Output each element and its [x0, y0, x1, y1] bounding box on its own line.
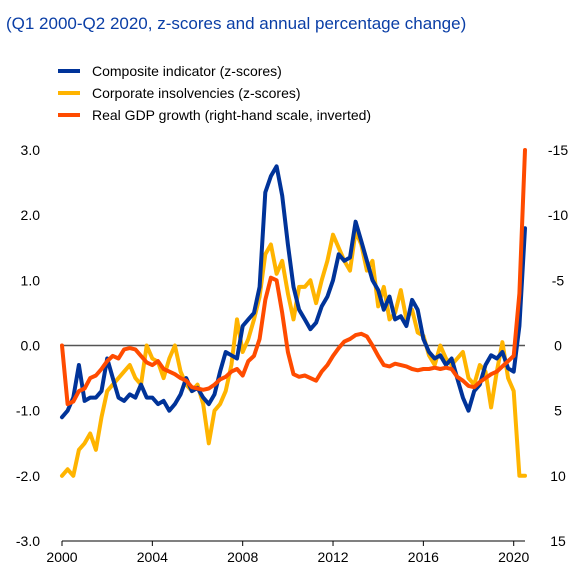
- x-tick-label: 2004: [137, 549, 168, 565]
- y-tick-label: -3.0: [16, 533, 40, 549]
- x-tick-label: 2012: [317, 549, 348, 565]
- x-tick-label: 2000: [46, 549, 77, 565]
- x-tick-label: 2020: [498, 549, 529, 565]
- legend-item-gdp: Real GDP growth (right-hand scale, inver…: [58, 104, 371, 126]
- legend-swatch-composite: [58, 69, 80, 73]
- y-tick-label: 1.0: [21, 272, 41, 288]
- y2-tick-label: -5: [552, 272, 565, 288]
- y2-tick-label: -10: [548, 207, 568, 223]
- legend-label-gdp: Real GDP growth (right-hand scale, inver…: [92, 107, 372, 123]
- series-line-1: [60, 229, 527, 478]
- y-tick-label: 0.0: [21, 338, 41, 354]
- y2-tick-label: 0: [554, 338, 562, 354]
- y-tick-label: 3.0: [21, 142, 41, 158]
- x-tick-label: 2016: [408, 549, 439, 565]
- y2-tick-label: 15: [550, 533, 566, 549]
- y2-tick-label: 10: [550, 468, 566, 484]
- legend-label-composite: Composite indicator (z-scores): [92, 63, 282, 79]
- y2-tick-label: -15: [548, 142, 568, 158]
- series-line-0: [60, 164, 527, 420]
- legend-item-composite: Composite indicator (z-scores): [58, 60, 371, 82]
- y-tick-label: -2.0: [16, 468, 40, 484]
- y-tick-label: -1.0: [16, 403, 40, 419]
- legend-item-insolvencies: Corporate insolvencies (z-scores): [58, 82, 371, 104]
- y2-tick-label: 5: [554, 403, 562, 419]
- legend-label-insolvencies: Corporate insolvencies (z-scores): [92, 85, 301, 101]
- x-tick-label: 2008: [227, 549, 258, 565]
- chart-subtitle: (Q1 2000-Q2 2020, z-scores and annual pe…: [6, 14, 467, 33]
- legend-swatch-insolvencies: [58, 91, 80, 95]
- chart-legend: Composite indicator (z-scores) Corporate…: [58, 60, 371, 126]
- legend-swatch-gdp: [58, 113, 80, 117]
- y-tick-label: 2.0: [21, 207, 41, 223]
- series-line-2: [60, 148, 527, 407]
